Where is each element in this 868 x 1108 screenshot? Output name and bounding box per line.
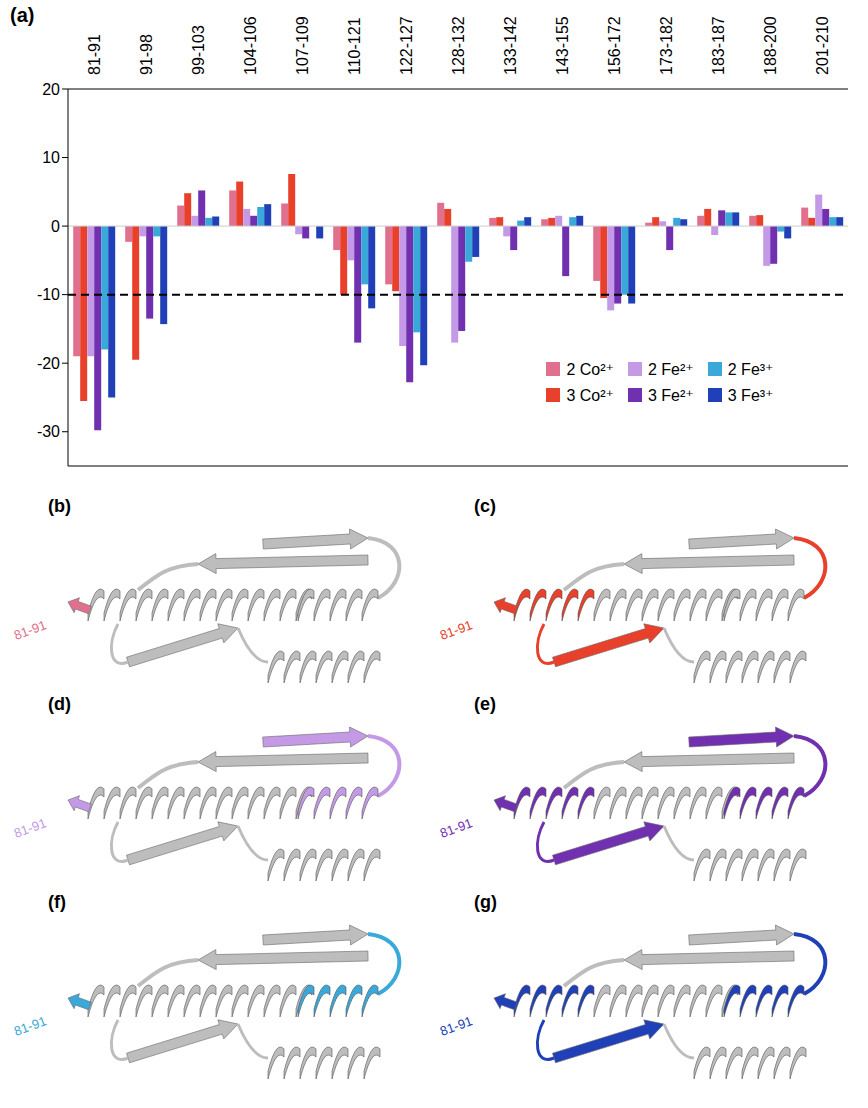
svg-text:81-91: 81-91	[438, 815, 474, 840]
svg-text:128-132: 128-132	[450, 16, 467, 75]
svg-text:81-91: 81-91	[86, 34, 103, 75]
svg-text:133-142: 133-142	[502, 16, 519, 75]
svg-text:81-91: 81-91	[12, 617, 48, 642]
svg-text:143-155: 143-155	[554, 16, 571, 75]
svg-text:81-91: 81-91	[12, 1013, 48, 1038]
svg-text:91-98: 91-98	[138, 34, 155, 75]
html-text:(c): (c)	[474, 496, 496, 516]
svg-text:188-200: 188-200	[762, 16, 779, 75]
html-text:(e): (e)	[474, 694, 496, 714]
html-text:(b): (b)	[48, 496, 71, 516]
svg-text:99-103: 99-103	[190, 25, 207, 75]
svg-text:-20: -20	[37, 355, 60, 372]
html-text:(a): (a)	[10, 4, 35, 26]
svg-text:10: 10	[42, 149, 60, 166]
html-text:2 Fe³⁺: 2 Fe³⁺	[727, 360, 774, 378]
svg-text:110-121: 110-121	[346, 17, 363, 75]
svg-text:122-127: 122-127	[398, 16, 415, 75]
svg-text:-10: -10	[37, 286, 60, 303]
html-text:2 Co²⁺: 2 Co²⁺	[566, 360, 614, 378]
svg-text:0: 0	[51, 218, 60, 235]
html-text:3 Co²⁺: 3 Co²⁺	[566, 386, 614, 404]
svg-text:107-109: 107-109	[294, 16, 311, 75]
html-text:(f): (f)	[48, 892, 66, 912]
svg-text:81-91: 81-91	[12, 815, 48, 840]
html-text:3 Fe³⁺: 3 Fe³⁺	[727, 386, 774, 404]
html-text:3 Fe²⁺: 3 Fe²⁺	[648, 386, 694, 404]
html-text:2 Fe²⁺: 2 Fe²⁺	[648, 360, 694, 378]
svg-text:173-182: 173-182	[658, 16, 675, 75]
svg-text:104-106: 104-106	[242, 16, 259, 75]
svg-text:-30: -30	[37, 423, 60, 440]
svg-text:81-91: 81-91	[438, 617, 474, 642]
html-text:(g): (g)	[474, 892, 497, 912]
svg-text:156-172: 156-172	[606, 16, 623, 75]
svg-text:183-187: 183-187	[710, 16, 727, 75]
svg-text:20: 20	[42, 81, 60, 98]
svg-text:201-210: 201-210	[814, 16, 831, 75]
svg-text:81-91: 81-91	[438, 1013, 474, 1038]
html-text:(d): (d)	[48, 694, 71, 714]
